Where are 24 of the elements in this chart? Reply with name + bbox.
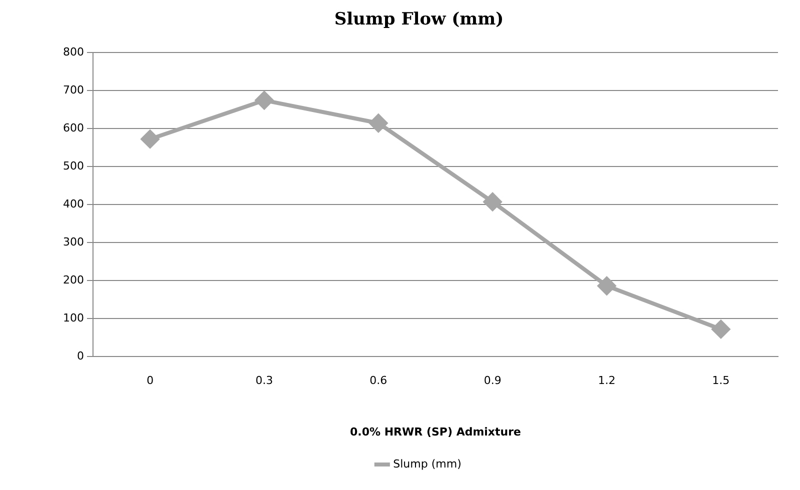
y-tick-label: 600 (62, 121, 84, 134)
x-axis-title: 0.0% HRWR (SP) Admixture (350, 425, 522, 438)
y-tick-label: 300 (62, 235, 84, 248)
x-tick-label: 1.2 (598, 374, 616, 388)
legend-label: Slump (mm) (393, 457, 462, 470)
point (141, 130, 160, 148)
chart-title: Slump Flow (mm) (334, 10, 504, 30)
y-tick-label: 0 (76, 349, 84, 362)
x-tick-label: 1.5 (712, 374, 730, 388)
point (255, 91, 274, 110)
y-tick-label: 700 (62, 83, 84, 96)
y-tick-label: 200 (62, 273, 84, 286)
point (484, 192, 502, 211)
x-tick-label: 0 (146, 374, 154, 388)
y-tick-label: 500 (62, 159, 84, 172)
x-tick-label: 0.3 (255, 374, 273, 388)
y-tick-label: 800 (62, 45, 84, 58)
y-tick-label: 400 (62, 197, 84, 210)
y-tick-label: 100 (62, 311, 84, 324)
point (712, 320, 730, 338)
x-tick-label: 0.9 (484, 374, 502, 388)
point (598, 276, 616, 295)
point (369, 114, 388, 132)
x-tick-label: 0.6 (370, 374, 388, 388)
